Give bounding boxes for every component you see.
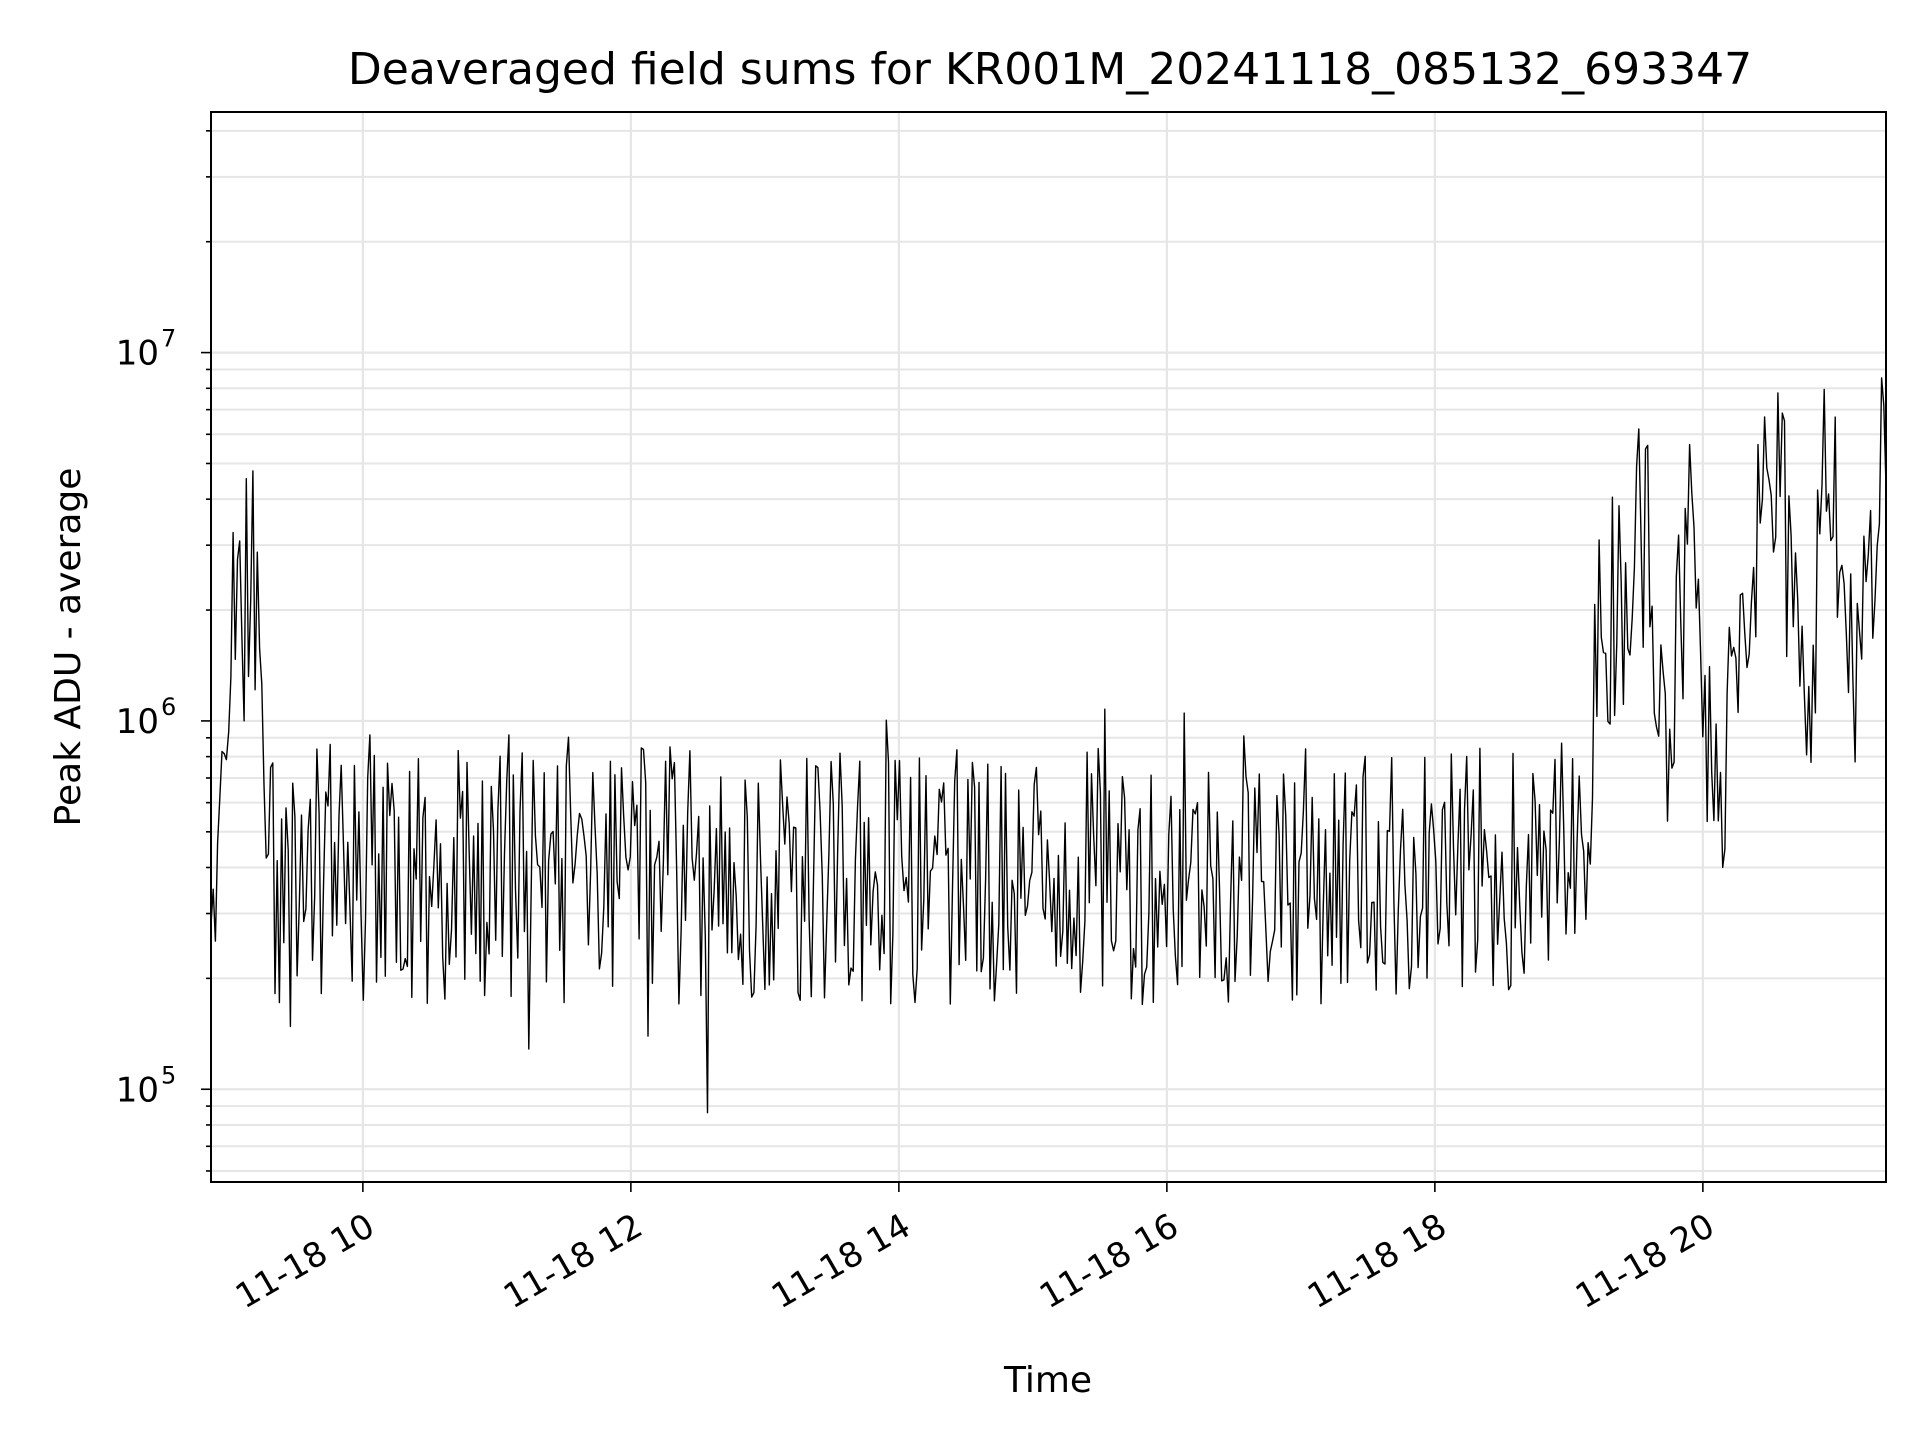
plot-frame: [210, 111, 1887, 1183]
y-tick-label-exponent: 7: [161, 325, 176, 353]
y-tick-label-exponent: 6: [161, 693, 176, 721]
data-layer: [210, 377, 1887, 1114]
series-line: [210, 377, 1887, 1114]
y-axis-label: Peak ADU - average: [48, 468, 89, 827]
y-tick-label: 10: [116, 334, 159, 374]
y-tick-label: 10: [116, 702, 159, 742]
y-tick-label: 10: [116, 1070, 159, 1110]
chart-title: Deaveraged field sums for KR001M_2024111…: [348, 44, 1752, 95]
y-tick-label-exponent: 5: [161, 1061, 176, 1089]
x-axis-label: Time: [1003, 1360, 1092, 1401]
